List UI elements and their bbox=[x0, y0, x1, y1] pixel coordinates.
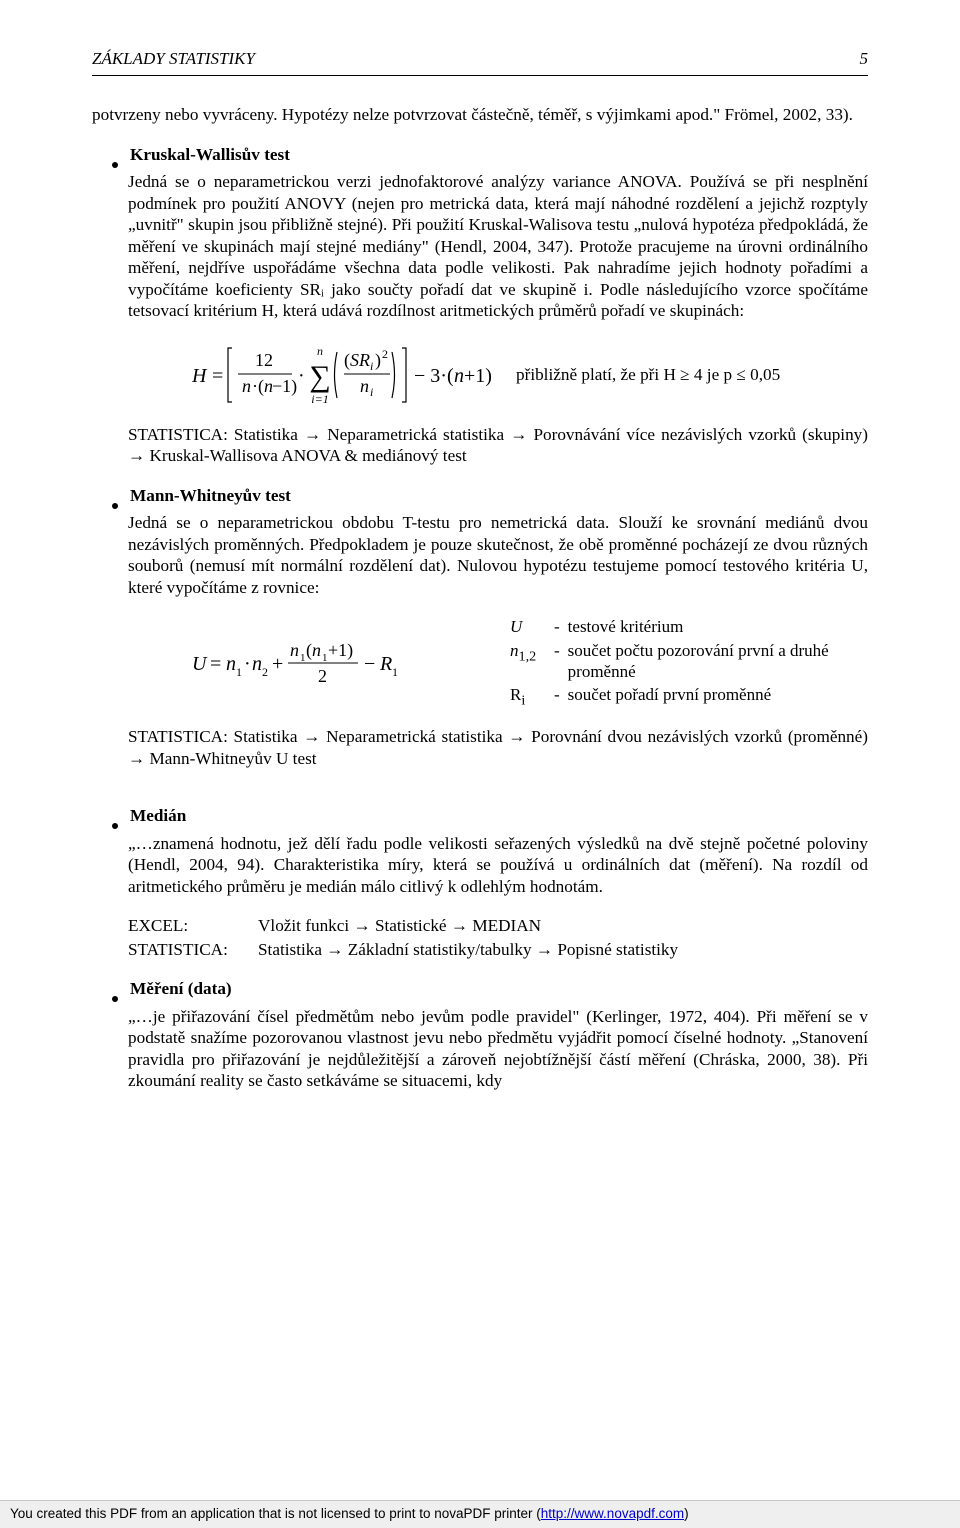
svg-text:n: n bbox=[252, 653, 262, 675]
header-rule bbox=[92, 75, 868, 76]
header-page-number: 5 bbox=[860, 48, 869, 69]
median-paragraph: „…znamená hodnotu, jež dělí řadu podle v… bbox=[128, 833, 868, 898]
intro-paragraph: potvrzeny nebo vyvráceny. Hypotézy nelze… bbox=[92, 104, 868, 126]
svg-text:−: − bbox=[364, 653, 375, 675]
svg-text:·(: ·( bbox=[252, 376, 264, 397]
svg-text:n: n bbox=[242, 376, 251, 396]
bullet-icon bbox=[112, 162, 118, 168]
svg-text:1: 1 bbox=[300, 652, 306, 664]
svg-text:SR: SR bbox=[350, 350, 370, 370]
pdf-footer-bar: You created this PDF from an application… bbox=[0, 1500, 960, 1528]
svg-text:1: 1 bbox=[392, 665, 398, 679]
svg-text:n: n bbox=[226, 653, 236, 675]
svg-text:i=1: i=1 bbox=[311, 392, 328, 406]
svg-text:1: 1 bbox=[236, 665, 242, 679]
mann-title: Mann-Whitneyův test bbox=[130, 485, 291, 507]
svg-text:2: 2 bbox=[382, 347, 388, 361]
svg-text:+1): +1) bbox=[464, 365, 492, 387]
svg-text:=: = bbox=[210, 653, 221, 675]
svg-text:2: 2 bbox=[262, 665, 268, 679]
svg-text:=: = bbox=[212, 365, 223, 387]
svg-text:∑: ∑ bbox=[309, 360, 330, 393]
svg-text:n: n bbox=[360, 376, 369, 396]
median-title: Medián bbox=[130, 805, 186, 827]
mereni-title: Měření (data) bbox=[130, 978, 232, 1000]
svg-text:+: + bbox=[272, 653, 283, 675]
svg-text:2: 2 bbox=[318, 666, 327, 686]
svg-text:·: · bbox=[298, 365, 305, 387]
svg-text:·: · bbox=[244, 653, 251, 675]
mann-formula-block: U = n 1 · n 2 + n 1 ( n 1 +1) 2 − R 1 bbox=[92, 616, 868, 712]
header-left: ZÁKLADY STATISTIKY bbox=[92, 48, 255, 69]
kruskal-title: Kruskal-Wallisův test bbox=[130, 144, 290, 166]
svg-text:R: R bbox=[379, 653, 392, 675]
svg-text:i: i bbox=[370, 385, 373, 399]
footer-link[interactable]: http://www.novapdf.com bbox=[541, 1506, 684, 1523]
mereni-paragraph: „…je přiřazování čísel předmětům nebo je… bbox=[128, 1006, 868, 1092]
mann-legend: U - testové kritérium n1,2 - součet počt… bbox=[510, 616, 868, 712]
svg-text:U: U bbox=[192, 653, 208, 675]
svg-text:− 3·(: − 3·( bbox=[414, 365, 454, 387]
footer-close: ) bbox=[684, 1506, 689, 1523]
kruskal-heading: Kruskal-Wallisův test bbox=[92, 144, 868, 166]
kruskal-formula-note: přibližně platí, že při H ≥ 4 je p ≤ 0,0… bbox=[516, 364, 780, 386]
bullet-icon bbox=[112, 823, 118, 829]
mann-heading: Mann-Whitneyův test bbox=[92, 485, 868, 507]
median-heading: Medián bbox=[92, 805, 868, 827]
kruskal-paragraph: Jedná se o neparametrickou verzi jednofa… bbox=[128, 171, 868, 322]
svg-text:12: 12 bbox=[255, 350, 273, 370]
mann-statistica: STATISTICA: Statistika → Neparametrická … bbox=[128, 726, 868, 769]
footer-text: You created this PDF from an application… bbox=[10, 1506, 541, 1523]
svg-text:−1): −1) bbox=[272, 376, 297, 397]
svg-text:n: n bbox=[290, 640, 299, 660]
median-excel-row: EXCEL: Vložit funkci → Statistické → MED… bbox=[128, 915, 868, 937]
bullet-icon bbox=[112, 503, 118, 509]
median-statistica-row: STATISTICA: Statistika → Základní statis… bbox=[128, 939, 868, 961]
svg-text:i: i bbox=[370, 359, 373, 373]
svg-text:+1): +1) bbox=[328, 640, 353, 661]
kruskal-statistica: STATISTICA: Statistika → Neparametrická … bbox=[128, 424, 868, 467]
svg-text:n: n bbox=[317, 344, 323, 358]
kruskal-formula: H = 12 n ·( n −1) · n ∑ i=1 bbox=[92, 340, 868, 410]
svg-text:n: n bbox=[312, 640, 321, 660]
svg-text:): ) bbox=[375, 350, 381, 371]
svg-text:n: n bbox=[454, 365, 464, 387]
mann-paragraph: Jedná se o neparametrickou obdobu T-test… bbox=[128, 512, 868, 598]
svg-text:1: 1 bbox=[322, 652, 328, 664]
bullet-icon bbox=[112, 996, 118, 1002]
mereni-heading: Měření (data) bbox=[92, 978, 868, 1000]
svg-text:H: H bbox=[192, 365, 208, 387]
